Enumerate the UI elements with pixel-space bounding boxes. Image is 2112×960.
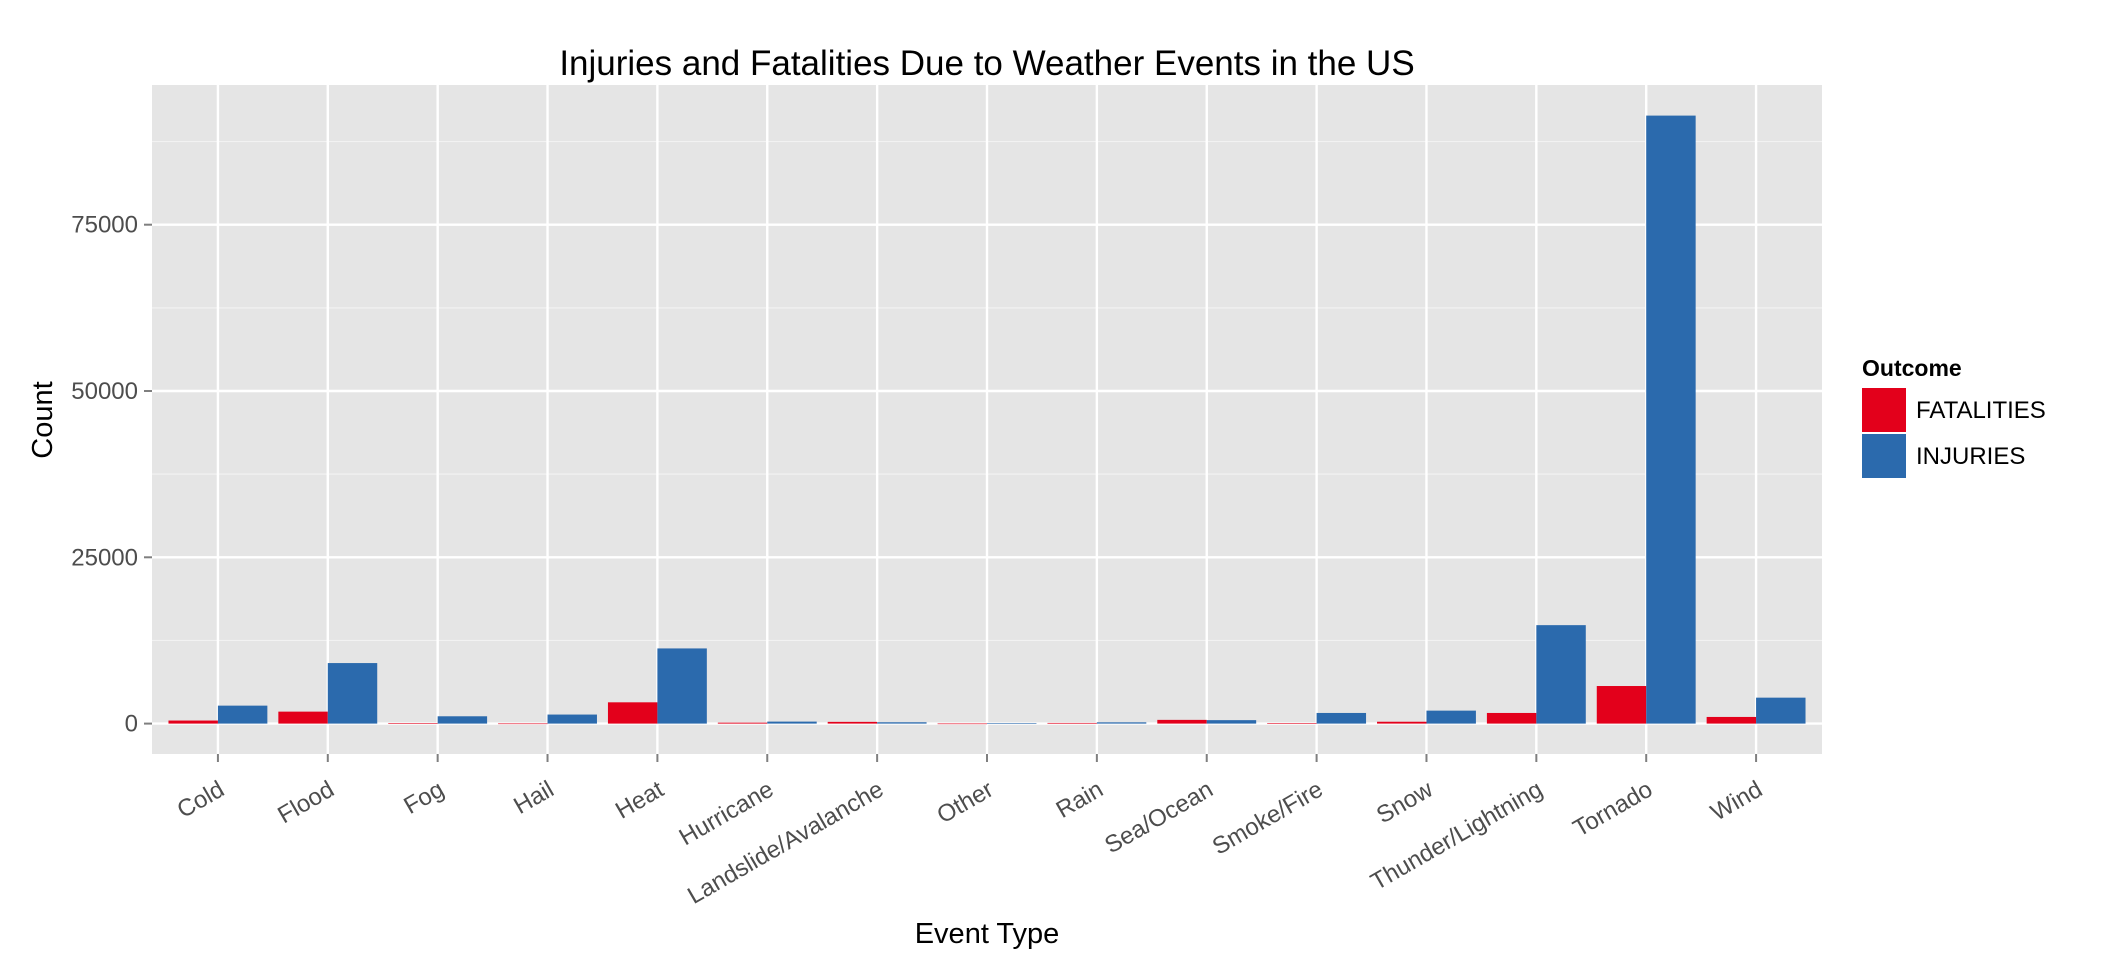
bar-fatalities: [937, 723, 987, 725]
x-tick-label: Other: [933, 776, 998, 829]
bar-fatalities: [1157, 719, 1207, 724]
x-tick-label: Hail: [509, 776, 558, 820]
y-axis: 0 25000 50000 75000: [71, 212, 152, 738]
bar-fatalities: [1047, 722, 1097, 724]
bar-injuries: [1426, 710, 1476, 724]
bar-injuries: [1096, 722, 1147, 724]
x-tick-label: Snow: [1372, 775, 1438, 829]
bar-injuries: [1536, 625, 1586, 724]
bar-injuries: [1206, 720, 1257, 724]
y-tick-label: 0: [125, 711, 138, 738]
x-tick-label: Heat: [611, 776, 669, 825]
y-tick-label: 75000: [71, 212, 138, 239]
x-tick-label: Wind: [1706, 776, 1767, 827]
bar-injuries: [217, 705, 268, 724]
x-axis: Cold Flood Fog Hail Heat HurricaneLandslide/A…: [173, 754, 1767, 910]
y-tick-label: 25000: [71, 544, 138, 571]
x-tick-label: Cold: [173, 776, 229, 824]
y-tick-label: 50000: [71, 378, 138, 405]
y-axis-title: Count: [27, 381, 59, 458]
legend-key-fatalities: [1860, 386, 1908, 434]
legend-key-injuries: [1860, 432, 1908, 480]
chart-title: Injuries and Fatalities Due to Weather E…: [559, 44, 1414, 83]
bar-fatalities: [607, 702, 658, 724]
bar-fatalities: [388, 723, 438, 724]
bar-injuries: [987, 723, 1037, 724]
bar-fatalities: [1267, 723, 1317, 724]
bar-injuries: [767, 721, 817, 724]
x-tick-label: Tornado: [1569, 776, 1658, 843]
x-tick-label: Smoke/Fire: [1208, 776, 1328, 861]
x-tick-label: Fog: [399, 776, 448, 820]
bar-injuries: [657, 648, 707, 724]
x-tick-label: Landslide/Avalanche: [683, 776, 888, 910]
bar-injuries: [877, 722, 927, 724]
bar-injuries: [437, 716, 488, 724]
x-tick-label: Flood: [273, 776, 339, 829]
bar-fatalities: [1706, 716, 1757, 724]
bar-injuries: [1756, 697, 1806, 724]
legend-items: FATALITIES INJURIES: [1860, 386, 2046, 480]
legend-label-injuries: INJURIES: [1916, 443, 2025, 470]
x-tick-label: Sea/Ocean: [1100, 776, 1218, 859]
x-axis-title: Event Type: [915, 918, 1060, 950]
bar-fatalities: [278, 711, 328, 724]
legend-label-fatalities: FATALITIES: [1916, 397, 2046, 424]
bar-injuries: [547, 714, 597, 724]
bar-fatalities: [1486, 712, 1537, 724]
x-tick-label: Rain: [1052, 776, 1108, 824]
bar-fatalities: [168, 720, 218, 724]
bar-injuries: [327, 663, 378, 724]
bar-injuries: [1316, 712, 1367, 724]
legend: Outcome FATALITIES INJURIES: [1860, 355, 2046, 480]
legend-title: Outcome: [1862, 355, 1962, 381]
bars: [168, 115, 1806, 725]
bar-fatalities: [1377, 721, 1427, 724]
bar-injuries: [1646, 115, 1696, 724]
bar-fatalities: [498, 723, 548, 725]
bar-fatalities: [827, 721, 878, 724]
bar-fatalities: [717, 722, 768, 724]
bar-fatalities: [1596, 686, 1647, 724]
